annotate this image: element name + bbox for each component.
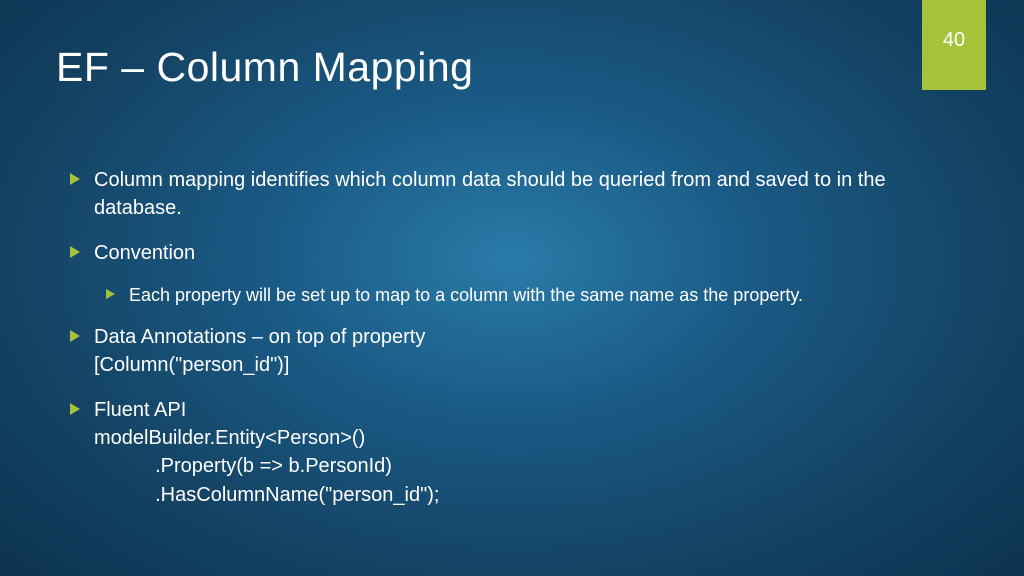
slide: 40 EF – Column Mapping Column mapping id… bbox=[0, 0, 1024, 576]
bullet-text: Each property will be set up to map to a… bbox=[129, 283, 803, 309]
bullet-item: Column mapping identifies which column d… bbox=[70, 166, 934, 223]
bullet-item: Data Annotations – on top of property [C… bbox=[70, 323, 934, 380]
bullet-text: Column mapping identifies which column d… bbox=[94, 166, 934, 223]
bullet-text: Data Annotations – on top of property [C… bbox=[94, 323, 425, 380]
bullet-text: Convention bbox=[94, 239, 195, 267]
slide-title: EF – Column Mapping bbox=[56, 44, 473, 91]
bullet-triangle-icon bbox=[106, 289, 115, 299]
bullet-triangle-icon bbox=[70, 403, 80, 415]
page-number-badge: 40 bbox=[922, 0, 986, 90]
slide-body: Column mapping identifies which column d… bbox=[70, 166, 934, 525]
bullet-triangle-icon bbox=[70, 246, 80, 258]
bullet-item: Convention bbox=[70, 239, 934, 267]
bullet-item: Fluent API modelBuilder.Entity<Person>()… bbox=[70, 396, 934, 510]
bullet-text: Fluent API modelBuilder.Entity<Person>()… bbox=[94, 396, 439, 510]
bullet-triangle-icon bbox=[70, 330, 80, 342]
bullet-triangle-icon bbox=[70, 173, 80, 185]
sub-bullet-item: Each property will be set up to map to a… bbox=[106, 283, 934, 309]
page-number: 40 bbox=[943, 29, 965, 52]
